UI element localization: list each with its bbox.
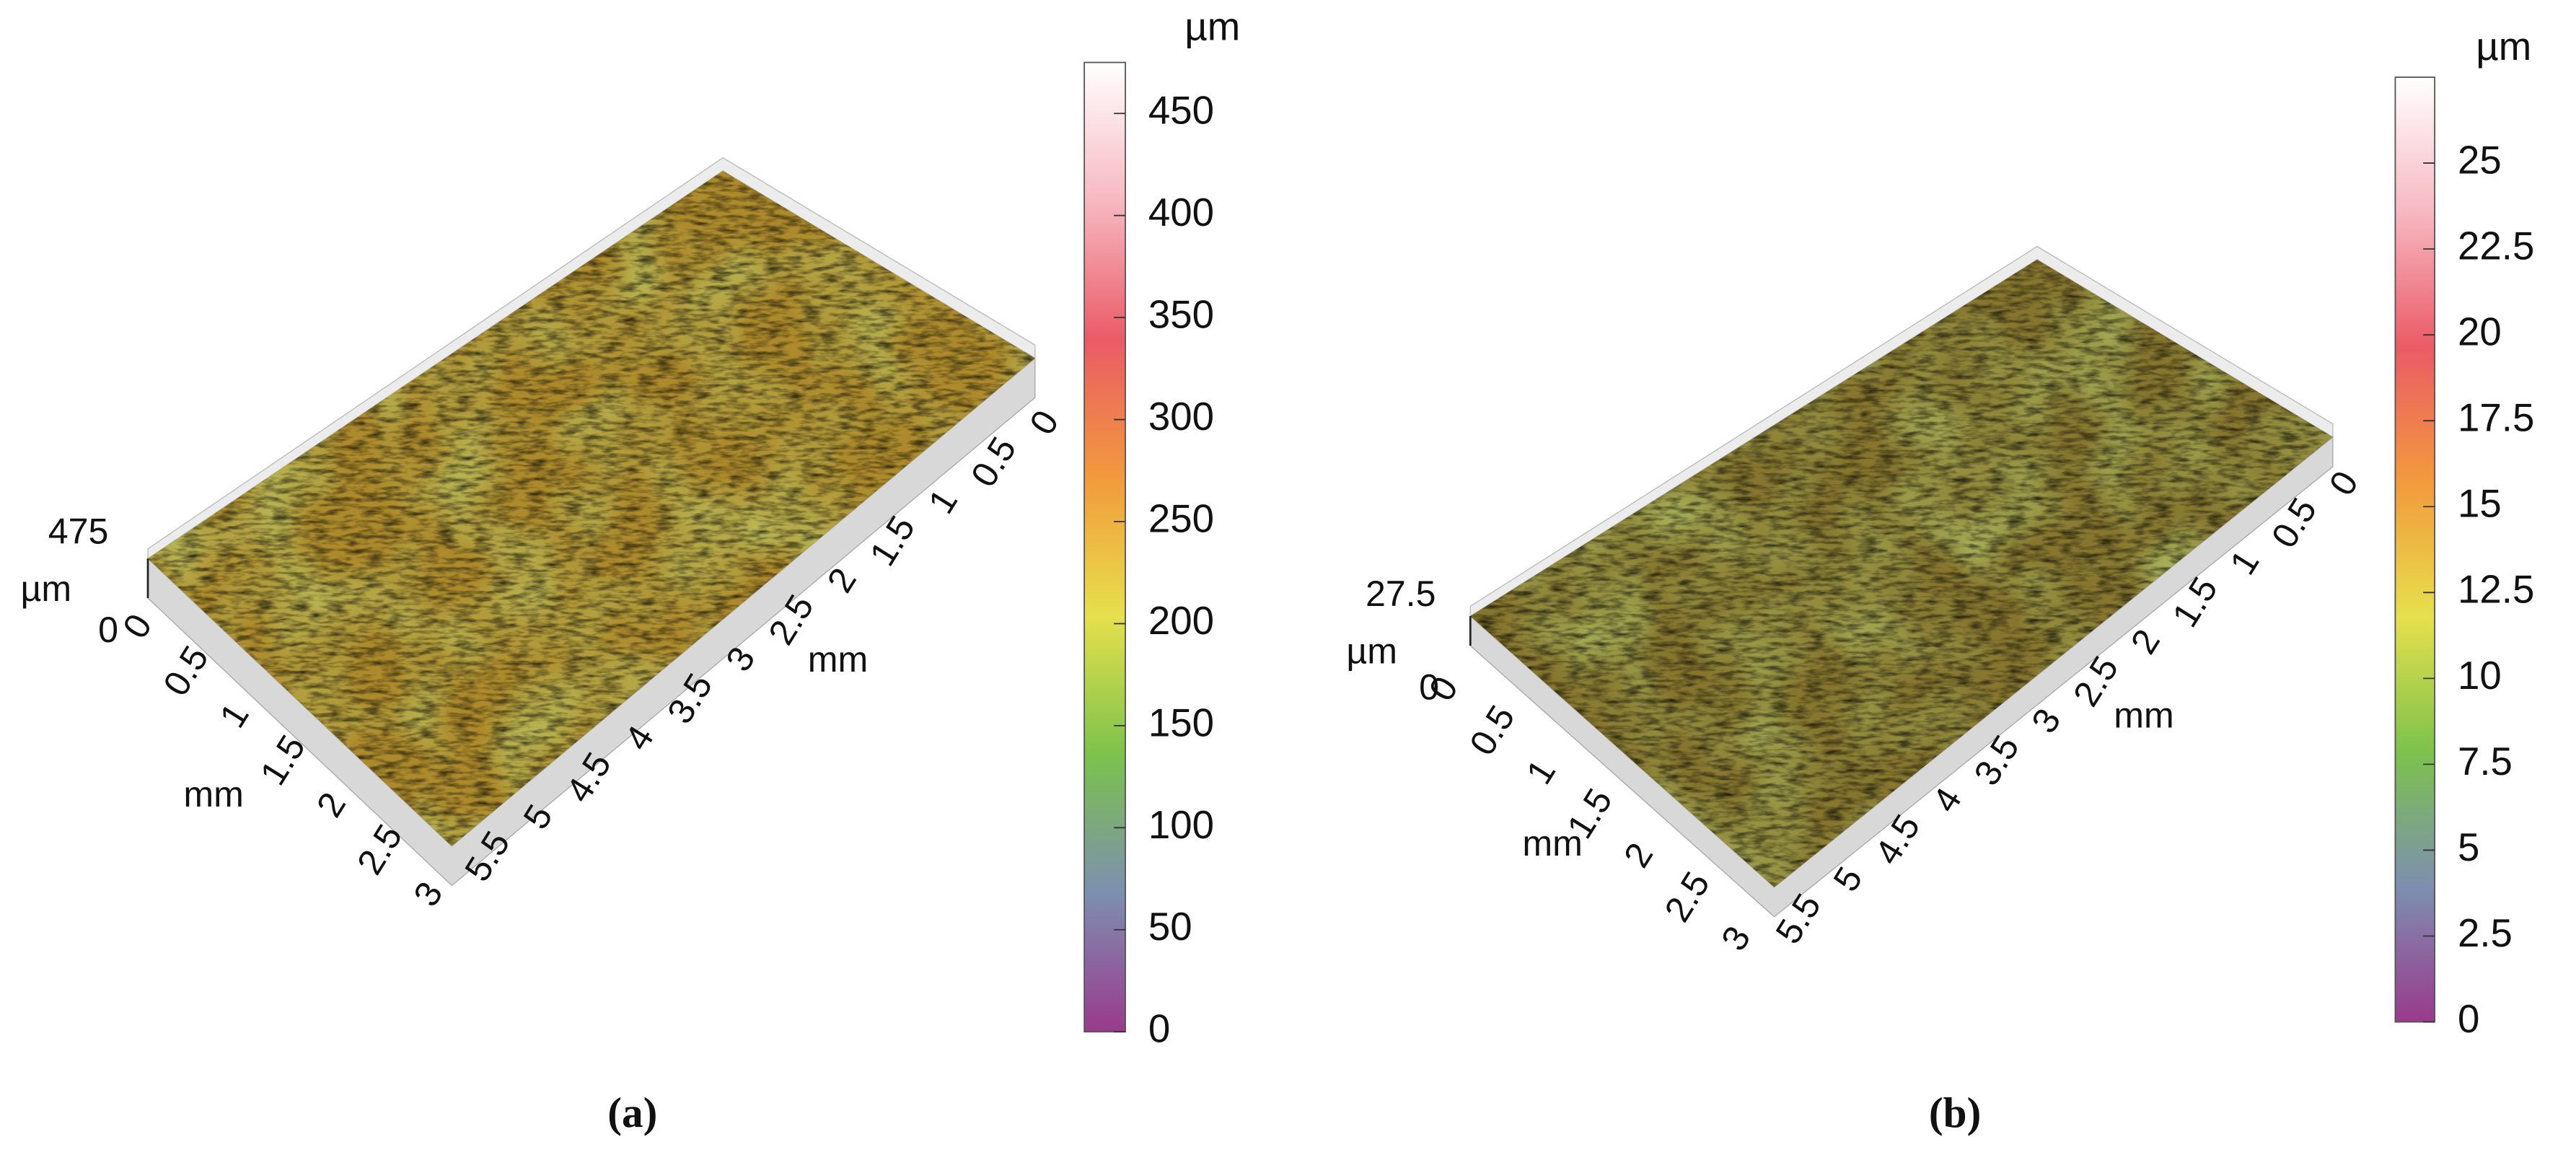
colorbar-tick-label: 10 xyxy=(2458,654,2502,698)
y-tick-label: 1 xyxy=(1518,752,1563,791)
x-tick-label: 4 xyxy=(1925,781,1969,819)
colorbar-tick-label: 0 xyxy=(1148,1007,1170,1051)
colorbar-tick-label: 400 xyxy=(1148,190,1214,234)
y-tick-label: 2 xyxy=(1616,836,1661,874)
colorbar-tick-label: 22.5 xyxy=(2458,224,2534,268)
surface-texture xyxy=(147,170,1035,846)
x-axis-label: mm xyxy=(2114,695,2173,735)
caption: (b) xyxy=(1929,1089,1981,1136)
colorbar-tick-label: 350 xyxy=(1148,293,1214,337)
x-tick-label: 3 xyxy=(718,640,762,678)
colorbar-tick-label: 200 xyxy=(1148,599,1214,643)
y-axis-label: mm xyxy=(183,774,243,814)
x-tick-label: 0 xyxy=(1021,403,1066,442)
colorbar-tick-label: 20 xyxy=(2458,310,2502,354)
colorbar-tick-label: 2.5 xyxy=(2458,911,2513,955)
x-tick-label: 5 xyxy=(1825,860,1870,898)
y-tick-label: 0 xyxy=(115,607,159,645)
y-tick-label: 0.5 xyxy=(1461,698,1522,763)
x-tick-label: 0 xyxy=(2321,464,2366,502)
colorbar-tick-label: 100 xyxy=(1148,803,1214,847)
x-axis-label: mm xyxy=(808,639,868,680)
colorbar-tick-label: 250 xyxy=(1148,496,1214,540)
colorbar-label: µm xyxy=(2476,25,2531,69)
colorbar xyxy=(1083,61,1126,1033)
colorbar-tick-label: 150 xyxy=(1148,701,1214,745)
surface-texture xyxy=(1470,259,2333,887)
y-axis-label: mm xyxy=(1522,823,1582,864)
z-tick-label: 0 xyxy=(1419,667,1439,708)
x-tick-label: 2 xyxy=(2123,623,2168,661)
z-tick-label: 475 xyxy=(48,511,109,551)
colorbar-tick-label: 300 xyxy=(1148,395,1214,439)
x-tick-label: 2 xyxy=(819,561,864,600)
colorbar-label: µm xyxy=(1184,4,1240,48)
caption: (a) xyxy=(607,1089,657,1136)
colorbar xyxy=(2394,76,2436,1023)
z-tick-label: 27.5 xyxy=(1366,574,1436,614)
colorbar-tick-label: 25 xyxy=(2458,139,2502,183)
z-tick-label: 0 xyxy=(98,610,118,650)
colorbar-tick-label: 450 xyxy=(1148,89,1214,133)
y-tick-label: 2 xyxy=(309,786,353,824)
colorbar-tick-label: 17.5 xyxy=(2458,396,2534,440)
y-tick-label: 3 xyxy=(1713,919,1758,957)
colorbar-tick-label: 50 xyxy=(1148,905,1192,949)
y-tick-label: 3 xyxy=(405,875,450,913)
x-tick-label: 1 xyxy=(920,482,965,520)
z-axis-label: µm xyxy=(1346,631,1397,672)
colorbar-tick-label: 7.5 xyxy=(2458,739,2513,783)
x-tick-label: 1 xyxy=(2222,543,2267,581)
z-axis-label: µm xyxy=(21,568,72,609)
colorbar-tick-label: 5 xyxy=(2458,825,2479,869)
colorbar-tick-label: 12.5 xyxy=(2458,568,2534,612)
x-tick-label: 3 xyxy=(2023,701,2068,739)
colorbar-tick-label: 0 xyxy=(2458,997,2479,1041)
colorbar-tick-label: 15 xyxy=(2458,482,2502,526)
y-tick-label: 2.5 xyxy=(1657,865,1718,929)
y-tick-label: 1 xyxy=(212,696,257,734)
